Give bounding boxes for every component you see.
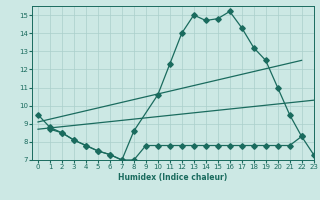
- X-axis label: Humidex (Indice chaleur): Humidex (Indice chaleur): [118, 173, 228, 182]
